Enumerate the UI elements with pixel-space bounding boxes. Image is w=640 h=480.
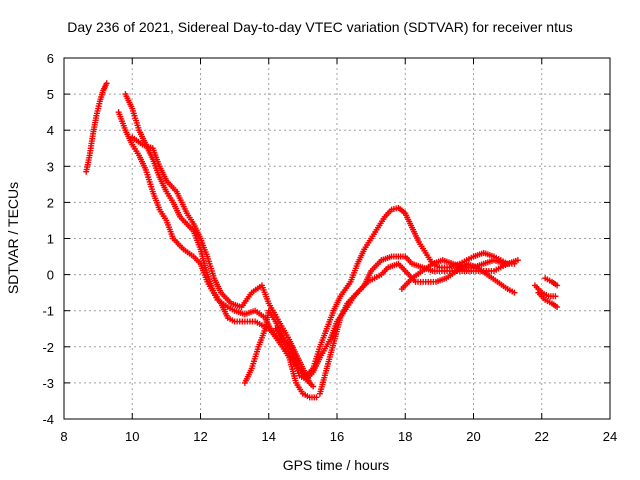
x-tick-label: 16 bbox=[330, 429, 344, 444]
data-point bbox=[554, 304, 561, 311]
series-track-k bbox=[542, 275, 561, 289]
y-tick-label: 3 bbox=[47, 159, 54, 174]
x-tick-label: 24 bbox=[603, 429, 617, 444]
data-point bbox=[103, 80, 110, 87]
x-tick-label: 14 bbox=[262, 429, 276, 444]
y-tick-label: 5 bbox=[47, 87, 54, 102]
data-point bbox=[511, 260, 518, 267]
y-tick-label: 2 bbox=[47, 195, 54, 210]
grid bbox=[64, 58, 610, 419]
x-tick-label: 12 bbox=[193, 429, 207, 444]
data-point bbox=[511, 289, 518, 296]
data-point bbox=[306, 379, 313, 386]
plot-frame bbox=[63, 57, 611, 420]
series-track-g bbox=[316, 260, 518, 397]
series-track-f bbox=[272, 204, 511, 379]
y-tick-label: 0 bbox=[47, 268, 54, 283]
y-tick-label: 1 bbox=[47, 232, 54, 247]
y-tick-label: 6 bbox=[47, 51, 54, 66]
y-tick-label: -1 bbox=[42, 304, 54, 319]
series-track-h bbox=[398, 257, 518, 293]
x-tick-label: 18 bbox=[398, 429, 412, 444]
series-track-a bbox=[83, 80, 110, 175]
x-axis-label: GPS time / hours bbox=[283, 457, 390, 473]
series-track-j bbox=[535, 289, 561, 311]
x-tick-label: 10 bbox=[125, 429, 139, 444]
x-tick-label: 20 bbox=[466, 429, 480, 444]
y-tick-label: -4 bbox=[42, 412, 54, 427]
data-point bbox=[310, 383, 317, 390]
x-tick-label: 8 bbox=[60, 429, 67, 444]
data-point bbox=[313, 394, 320, 401]
data-point bbox=[514, 257, 521, 264]
y-axis-label: SDTVAR / TECUs bbox=[5, 182, 21, 294]
data-points bbox=[83, 80, 561, 401]
y-tick-label: -2 bbox=[42, 340, 54, 355]
y-tick-label: -3 bbox=[42, 376, 54, 391]
x-tick-label: 22 bbox=[535, 429, 549, 444]
data-point bbox=[554, 282, 561, 289]
data-point bbox=[552, 293, 559, 300]
chart-title: Day 236 of 2021, Sidereal Day-to-day VTE… bbox=[67, 19, 573, 35]
y-tick-label: 4 bbox=[47, 123, 54, 138]
series-track-b bbox=[115, 109, 320, 401]
